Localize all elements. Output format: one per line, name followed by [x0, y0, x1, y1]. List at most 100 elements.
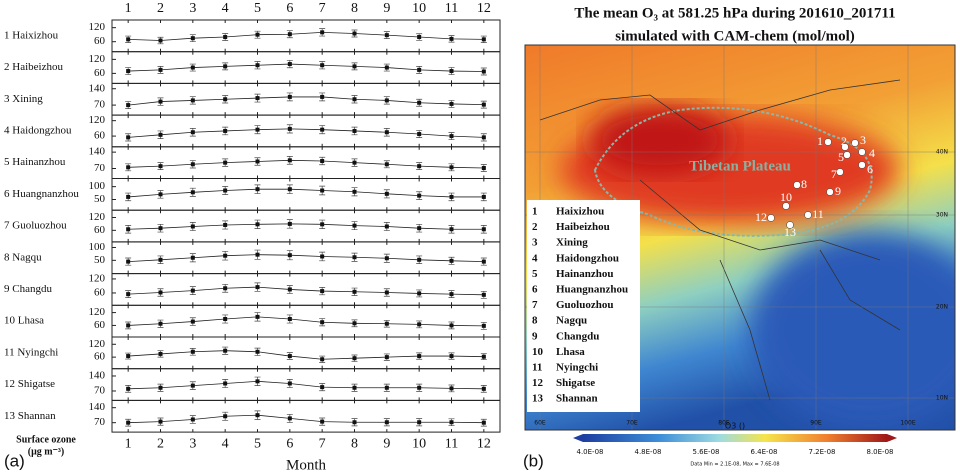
marker: [384, 290, 389, 295]
marker: [255, 187, 260, 192]
x-tick-label: 10: [412, 1, 426, 16]
marker: [255, 314, 260, 319]
colorbar-note: Data Min = 2.1E-08, Max = 7.6E-08: [690, 462, 779, 468]
legend-number: 8: [532, 315, 538, 327]
marker: [223, 317, 228, 322]
marker: [417, 132, 422, 137]
marker: [449, 101, 454, 106]
low-region: [750, 230, 955, 430]
marker: [255, 413, 260, 418]
lon-label: 80E: [718, 420, 730, 427]
marker: [417, 420, 422, 425]
marker: [126, 292, 131, 297]
y-tick-label: 120: [89, 306, 106, 318]
marker: [287, 62, 292, 67]
marker: [417, 193, 422, 198]
x-tick-label: 9: [383, 1, 390, 16]
y-tick-label: 60: [94, 35, 106, 47]
marker: [287, 354, 292, 359]
series-line: [128, 254, 484, 263]
legend-name: Huangnanzhou: [556, 284, 628, 296]
marker: [158, 67, 163, 72]
marker: [417, 322, 422, 327]
panel-label: (b): [523, 451, 544, 470]
marker: [190, 98, 195, 103]
map-title: simulated with CAM-chem (mol/mol): [615, 28, 855, 44]
panel-title: 5 Hainanzhou: [4, 156, 66, 168]
panel-frame: [111, 304, 501, 338]
marker: [158, 351, 163, 356]
marker: [320, 94, 325, 99]
panel-title: 11 Nyingchi: [4, 346, 58, 358]
panel-frame: [111, 241, 501, 275]
station-label: 13: [784, 225, 796, 239]
y-tick-label: 140: [89, 82, 106, 94]
marker: [190, 288, 195, 293]
panel-title: 3 Xining: [4, 93, 43, 105]
marker: [223, 188, 228, 193]
lon-label: 60E: [534, 420, 546, 427]
marker: [287, 287, 292, 292]
marker: [255, 285, 260, 290]
marker: [287, 253, 292, 258]
station-label: 8: [801, 177, 807, 191]
marker: [287, 381, 292, 386]
marker: [352, 128, 357, 133]
marker: [287, 221, 292, 226]
station-marker: [793, 181, 801, 189]
y-tick-label: 140: [89, 401, 106, 413]
marker: [320, 419, 325, 424]
map-title: The mean O₃ at 581.25 hPa during 201610_…: [574, 5, 895, 21]
marker: [384, 224, 389, 229]
legend-name: Hainanzhou: [556, 268, 613, 280]
panel-frame: [111, 273, 501, 306]
station-marker: [824, 138, 832, 146]
y-tick-label: 100: [89, 241, 106, 253]
marker: [449, 227, 454, 232]
legend-name: Shannan: [556, 393, 598, 405]
y-tick-label: 50: [94, 254, 106, 266]
x-axis-label: Month: [286, 457, 327, 473]
marker: [481, 420, 486, 425]
colorbar-title: O3 (): [725, 422, 745, 431]
station-marker: [858, 148, 866, 156]
y-tick-label: 120: [89, 21, 106, 33]
y-tick-label: 60: [94, 67, 106, 79]
series-line: [128, 380, 484, 390]
station-label: 4: [869, 146, 875, 160]
marker: [190, 319, 195, 324]
station-marker: [826, 188, 834, 196]
marker: [384, 33, 389, 38]
marker: [320, 63, 325, 68]
marker: [384, 321, 389, 326]
station-label: 1: [817, 134, 823, 148]
x-tick-label: 1: [125, 1, 132, 16]
y-tick-label: 120: [89, 272, 106, 284]
marker: [158, 99, 163, 104]
x-tick-label: 10: [412, 436, 426, 451]
series-line: [128, 350, 484, 360]
y-tick-label: 100: [89, 180, 106, 192]
marker: [223, 286, 228, 291]
panel-frame: [111, 368, 501, 401]
colorbar-label: 7.2E-08: [809, 448, 836, 456]
marker: [126, 103, 131, 108]
marker: [126, 37, 131, 42]
panel-title: 13 Shannan: [4, 410, 56, 422]
marker: [190, 349, 195, 354]
colorbar-arrow: [573, 434, 583, 442]
marker: [352, 223, 357, 228]
panel-title: 4 Haidongzhou: [4, 124, 72, 136]
colorbar-label: 4.0E-08: [577, 448, 604, 456]
station-marker: [841, 143, 849, 151]
marker: [481, 102, 486, 107]
marker: [417, 164, 422, 169]
marker: [255, 252, 260, 257]
marker: [190, 255, 195, 260]
marker: [320, 222, 325, 227]
y-tick-label: 140: [89, 146, 106, 158]
marker: [255, 159, 260, 164]
marker: [384, 256, 389, 261]
station-label: 2: [841, 134, 847, 148]
